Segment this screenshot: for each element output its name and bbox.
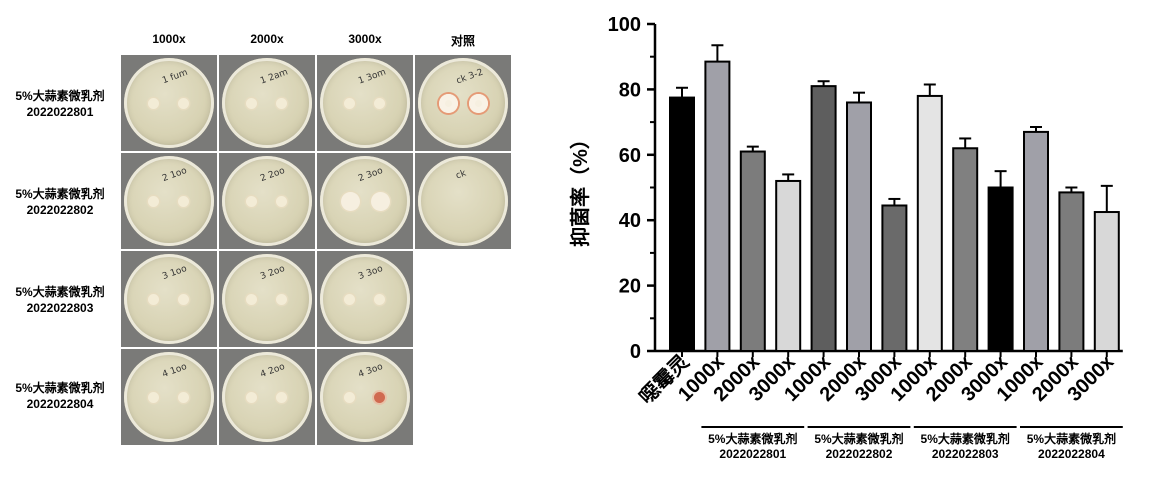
bar bbox=[952, 147, 979, 352]
petri-dish-photo-panel: 1000x 2000x 3000x 对照 5%大蒜素微乳剂 2022022801… bbox=[0, 0, 540, 475]
group-label-product: 5%大蒜素微乳剂 bbox=[921, 431, 1010, 446]
bar bbox=[810, 85, 837, 352]
inhibition-rate-chart-panel: 0 20 40 60 80 100 抑菌率（%） 噁霉灵 1000x 2000x 3000x 1000… bbox=[560, 0, 1152, 475]
y-tick-label: 100 bbox=[608, 14, 641, 36]
petri-dish-photo: 3 2oo bbox=[219, 251, 315, 347]
row-label-batch: 2022022803 bbox=[26, 301, 94, 315]
petri-dish-photo: 1 fum bbox=[121, 55, 217, 151]
bar bbox=[775, 179, 802, 352]
bar bbox=[1023, 130, 1049, 352]
column-header-1000x: 1000x bbox=[152, 32, 186, 46]
row-label-product: 5%大蒜素微乳剂 bbox=[15, 285, 105, 299]
row-label-batch: 2022022804 bbox=[26, 397, 94, 411]
petri-dish-photo: 3 1oo bbox=[121, 251, 217, 347]
group-label-product: 5%大蒜素微乳剂 bbox=[1027, 431, 1116, 446]
row-label-2: 5%大蒜素微乳剂 2022022802 bbox=[0, 186, 120, 218]
petri-dish-photo-control: ck bbox=[415, 153, 511, 249]
group-label-batch: 2022022801 bbox=[719, 447, 786, 461]
column-header-control: 对照 bbox=[450, 34, 475, 48]
group-label-batch: 2022022803 bbox=[932, 447, 999, 461]
group-label-product: 5%大蒜素微乳剂 bbox=[814, 431, 903, 446]
row-label-product: 5%大蒜素微乳剂 bbox=[15, 187, 105, 201]
bar bbox=[916, 94, 943, 352]
petri-dish-photo: 4 3oo bbox=[317, 349, 413, 445]
y-axis-label: 抑菌率（%） bbox=[568, 129, 592, 247]
group-label-batch: 2022022804 bbox=[1038, 447, 1105, 461]
petri-dish-photo: 4 1oo bbox=[121, 349, 217, 445]
bar bbox=[1058, 191, 1085, 352]
petri-dish-photo: 2 1oo bbox=[121, 153, 217, 249]
petri-dish-photo: 3 3oo bbox=[317, 251, 413, 347]
row-label-batch: 2022022801 bbox=[26, 105, 94, 119]
y-tick-label: 40 bbox=[619, 210, 641, 232]
bar bbox=[846, 101, 872, 353]
bar bbox=[704, 60, 731, 352]
row-label-product: 5%大蒜素微乳剂 bbox=[15, 381, 105, 395]
bar bbox=[739, 150, 766, 352]
bar bbox=[1093, 211, 1120, 352]
y-tick-label: 60 bbox=[619, 145, 641, 167]
petri-dish-photo-control: ck 3-2 bbox=[415, 55, 511, 151]
inhibition-rate-bar-chart: 020406080100抑菌率（%）噁霉灵1000x2000x3000x1000… bbox=[568, 14, 1123, 461]
petri-dish-photo: 2 2oo bbox=[219, 153, 315, 249]
bar bbox=[881, 204, 908, 352]
row-label-1: 5%大蒜素微乳剂 2022022801 bbox=[0, 88, 120, 120]
y-tick-label: 80 bbox=[619, 79, 641, 101]
column-header-2000x: 2000x bbox=[250, 32, 284, 46]
bar bbox=[987, 186, 1014, 352]
bar bbox=[669, 96, 695, 352]
group-label-product: 5%大蒜素微乳剂 bbox=[708, 431, 797, 446]
row-label-batch: 2022022802 bbox=[26, 203, 94, 217]
petri-dish-photo: 1 3om bbox=[317, 55, 413, 151]
group-label-batch: 2022022802 bbox=[826, 447, 893, 461]
column-header-3000x: 3000x bbox=[348, 32, 382, 46]
petri-dish-photo: 4 2oo bbox=[219, 349, 315, 445]
petri-dish-photo: 1 2am bbox=[219, 55, 315, 151]
petri-dish-photo: 2 3oo bbox=[317, 153, 413, 249]
row-label-4: 5%大蒜素微乳剂 2022022804 bbox=[0, 380, 120, 412]
y-tick-label: 0 bbox=[630, 341, 641, 363]
row-label-3: 5%大蒜素微乳剂 2022022803 bbox=[0, 284, 120, 316]
y-tick-label: 20 bbox=[619, 276, 641, 298]
row-label-product: 5%大蒜素微乳剂 bbox=[15, 89, 105, 103]
